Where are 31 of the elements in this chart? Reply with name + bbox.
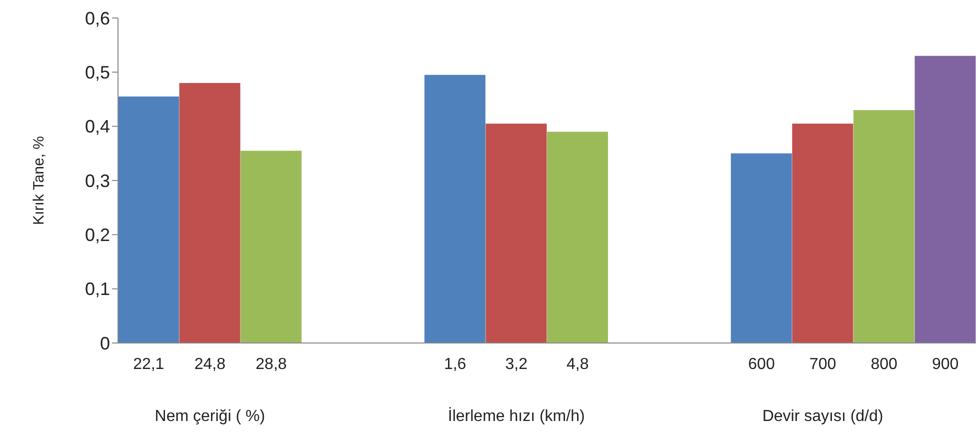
x-tick-label: 1,6 xyxy=(444,356,466,373)
bar xyxy=(179,83,240,343)
bar xyxy=(547,132,608,343)
text: İlerleme hızı (km/h) xyxy=(448,407,585,425)
y-tick-label: 0 xyxy=(100,333,110,354)
y-tick-label: 0,2 xyxy=(84,225,110,246)
y-tick-label: 0,5 xyxy=(84,62,110,83)
x-tick-label: 3,2 xyxy=(505,356,528,373)
y-tick-label: 0,1 xyxy=(84,279,110,300)
x-tick-label: 700 xyxy=(809,356,836,373)
bar xyxy=(486,124,547,343)
y-tick-label: 0,3 xyxy=(84,170,110,191)
bar xyxy=(730,153,792,343)
bar xyxy=(853,110,914,343)
y-axis-title: Kırık Tane, % xyxy=(30,136,48,225)
y-tick-label: 0,6 xyxy=(84,8,110,28)
text: Devir sayısı (d/d) xyxy=(762,408,884,425)
y-tick-label: 0,4 xyxy=(84,116,110,137)
x-tick-label: 22,1 xyxy=(133,356,164,373)
x-tick-label: 28,8 xyxy=(256,356,287,373)
x-tick-label: 24,8 xyxy=(194,356,226,373)
bar xyxy=(914,56,976,343)
bar xyxy=(424,74,486,343)
bar xyxy=(118,96,179,343)
x-tick-label: 600 xyxy=(748,356,775,373)
x-tick-label: 900 xyxy=(932,356,959,373)
bar xyxy=(792,124,854,343)
x-tick-label: 800 xyxy=(870,356,898,373)
bar xyxy=(240,150,302,343)
text: Nem çeriği ( %) xyxy=(154,408,266,425)
x-tick-label: 4,8 xyxy=(566,356,589,373)
